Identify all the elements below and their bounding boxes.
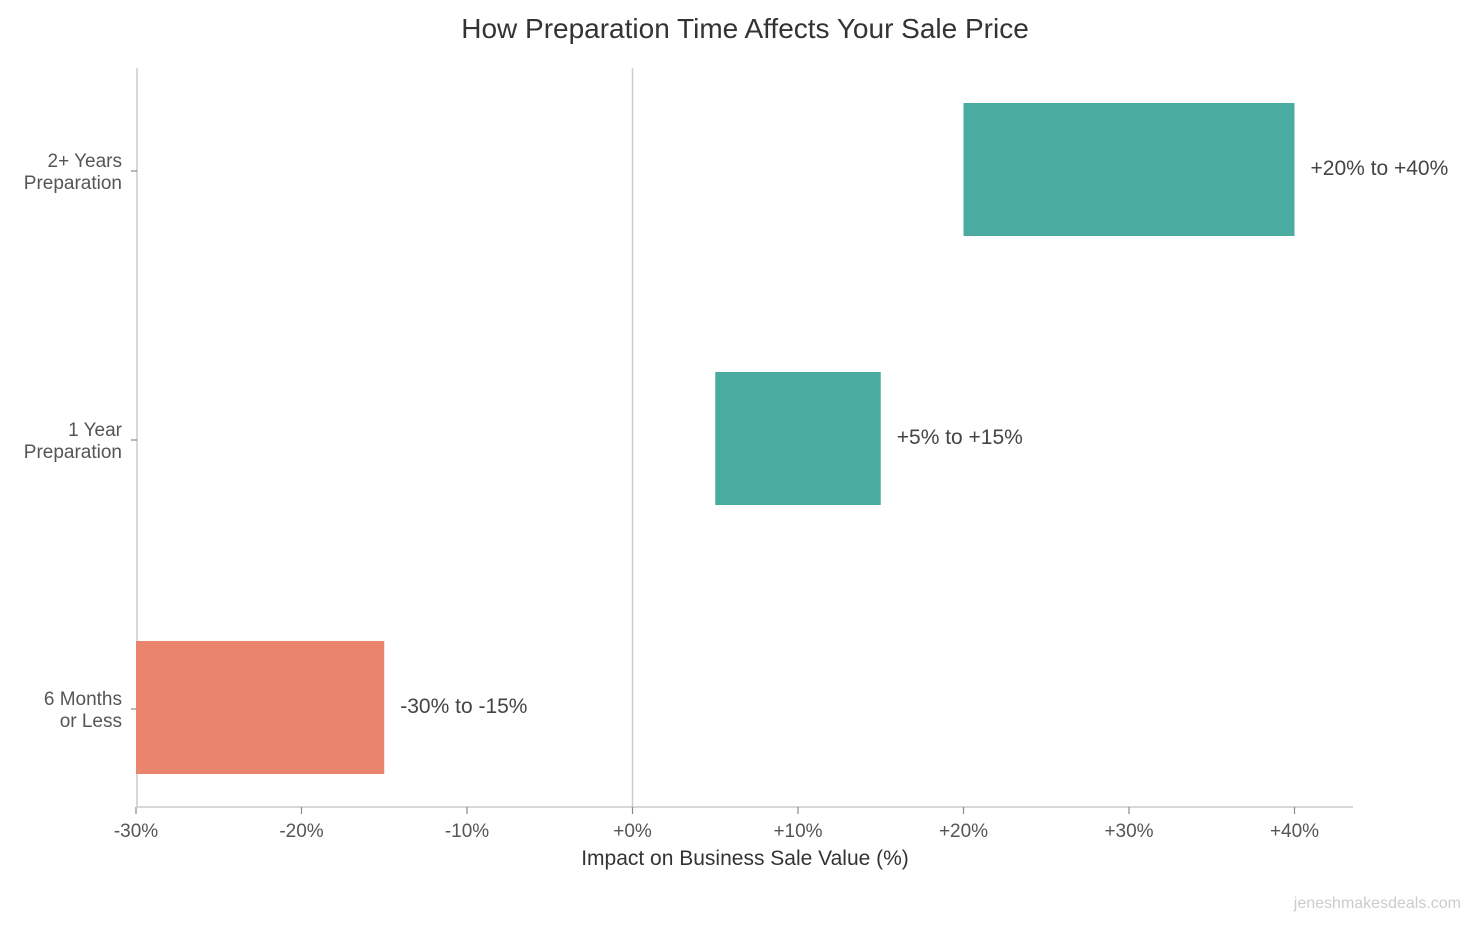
range-bars [136, 103, 1295, 774]
chart-title: How Preparation Time Affects Your Sale P… [461, 13, 1029, 44]
category-label-line: or Less [60, 711, 122, 732]
category-label: 1 Year Preparation [24, 420, 123, 463]
x-tick-label: +30% [1104, 821, 1153, 842]
category-label-line: Preparation [24, 173, 122, 194]
category-label: 6 Months or Less [44, 689, 122, 732]
x-tick-label: +20% [939, 821, 988, 842]
x-tick-label: +10% [773, 821, 822, 842]
range-bar [136, 641, 385, 774]
range-data-labels: +20% to +40% +5% to +15% -30% to -15% [400, 157, 1448, 718]
category-label-line: 2+ Years [48, 151, 123, 172]
range-bar [963, 103, 1295, 236]
category-label-line: 6 Months [44, 689, 122, 710]
x-axis-ticks: -30% -20% -10% +0% +10% +20% +30% +40% [114, 807, 1319, 842]
range-label: -30% to -15% [400, 695, 527, 718]
category-label: 2+ Years Preparation [24, 151, 122, 194]
category-label-line: Preparation [24, 442, 122, 463]
category-label-line: 1 Year [68, 420, 123, 441]
watermark-text: jeneshmakesdeals.com [1293, 895, 1461, 912]
x-tick-label: -20% [279, 821, 323, 842]
range-label: +20% to +40% [1311, 157, 1449, 180]
range-bar [715, 372, 881, 505]
x-axis-title: Impact on Business Sale Value (%) [581, 847, 909, 870]
x-tick-label: -30% [114, 821, 158, 842]
range-label: +5% to +15% [897, 426, 1023, 449]
x-tick-label: +40% [1270, 821, 1319, 842]
x-tick-label: -10% [445, 821, 489, 842]
x-tick-label: +0% [613, 821, 652, 842]
